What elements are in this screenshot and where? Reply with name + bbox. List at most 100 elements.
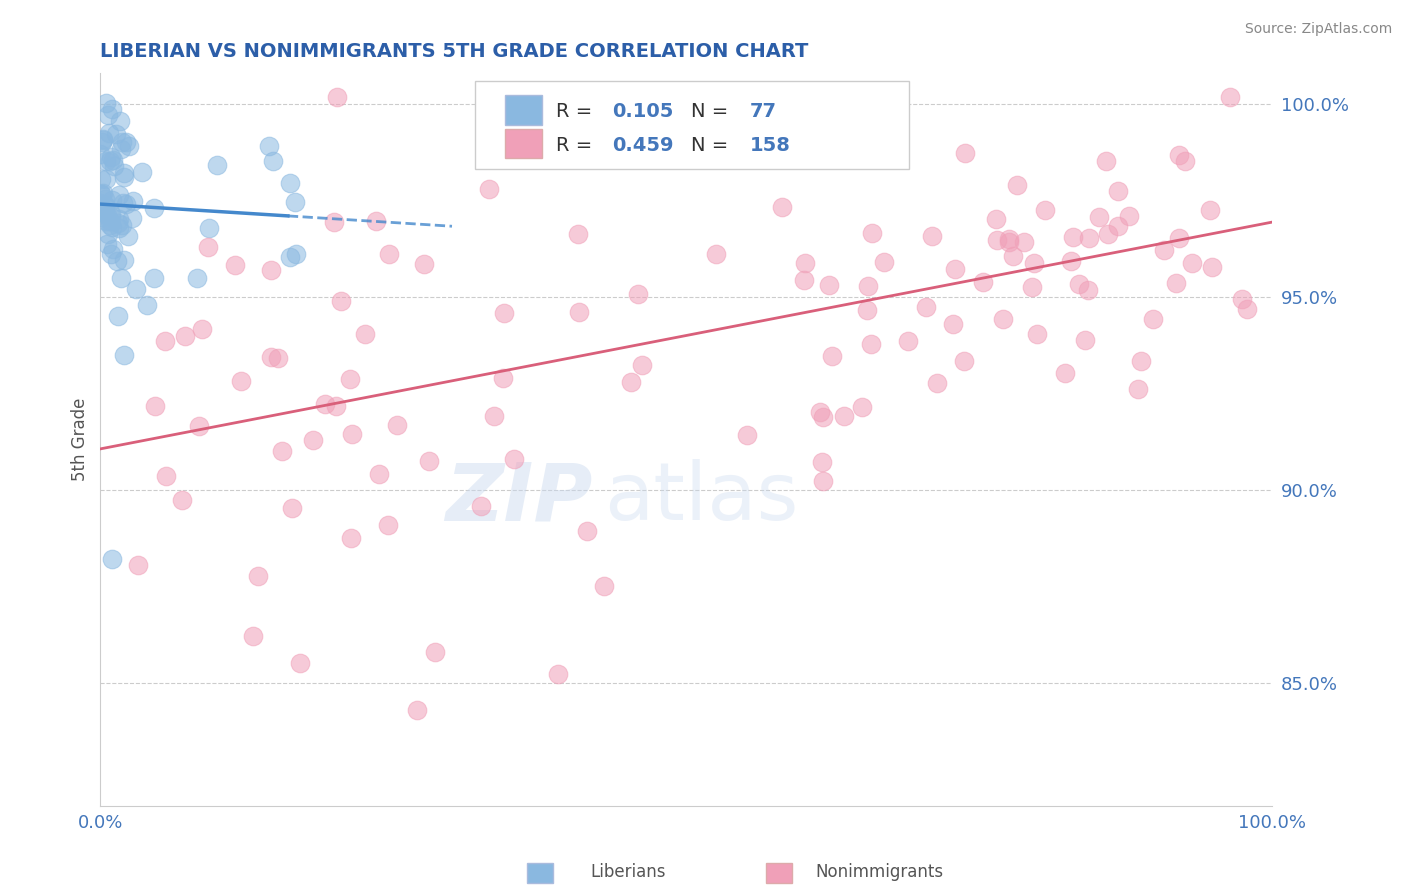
Point	[377, 517, 399, 532]
Point	[89, 196, 111, 211]
Point	[342, 426, 364, 441]
Point	[1174, 153, 1197, 168]
Point	[108, 212, 131, 227]
Point	[98, 214, 121, 228]
Point	[832, 409, 855, 424]
Point	[482, 409, 505, 423]
Point	[197, 240, 219, 254]
Point	[1107, 219, 1129, 234]
Point	[131, 165, 153, 179]
Point	[260, 263, 283, 277]
Text: N =: N =	[692, 136, 734, 154]
Point	[339, 372, 361, 386]
Point	[101, 194, 124, 208]
Point	[627, 286, 650, 301]
Point	[567, 227, 589, 241]
Point	[1097, 227, 1119, 242]
Point	[124, 282, 146, 296]
Point	[143, 399, 166, 413]
Point	[1078, 231, 1101, 245]
Point	[270, 444, 292, 458]
Point	[257, 138, 280, 153]
Point	[94, 172, 117, 186]
Point	[1024, 255, 1046, 269]
Point	[91, 204, 114, 219]
Text: 77: 77	[749, 102, 776, 121]
Point	[1060, 253, 1083, 268]
Point	[112, 253, 135, 268]
Point	[186, 270, 208, 285]
Point	[1219, 89, 1241, 103]
Point	[224, 258, 246, 272]
Point	[547, 666, 569, 681]
Text: Liberians: Liberians	[591, 863, 666, 881]
Point	[1062, 230, 1084, 244]
Point	[367, 467, 389, 482]
Point	[1076, 283, 1098, 297]
Point	[242, 629, 264, 643]
Point	[494, 306, 516, 320]
Point	[593, 579, 616, 593]
Point	[325, 399, 347, 413]
Point	[793, 273, 815, 287]
Point	[108, 221, 131, 235]
Text: 0.459: 0.459	[613, 136, 673, 154]
Point	[173, 328, 195, 343]
Point	[89, 147, 111, 161]
Point	[115, 135, 138, 149]
Point	[1026, 327, 1049, 342]
Point	[101, 243, 124, 257]
Point	[91, 132, 114, 146]
Point	[1126, 382, 1149, 396]
Point	[285, 246, 308, 260]
Point	[921, 228, 943, 243]
Point	[1095, 154, 1118, 169]
Point	[101, 552, 124, 566]
Point	[1021, 280, 1043, 294]
Point	[143, 201, 166, 215]
Text: atlas: atlas	[605, 459, 799, 537]
Point	[288, 657, 311, 671]
Point	[170, 492, 193, 507]
Point	[111, 135, 134, 149]
Point	[942, 318, 965, 332]
Point	[284, 195, 307, 210]
Point	[281, 501, 304, 516]
Point	[1164, 277, 1187, 291]
Point	[1167, 231, 1189, 245]
Point	[364, 214, 387, 228]
Point	[278, 176, 301, 190]
Point	[502, 451, 524, 466]
Point	[97, 108, 120, 122]
Point	[100, 206, 122, 220]
Point	[330, 294, 353, 309]
Point	[247, 568, 270, 582]
Point	[267, 351, 290, 365]
Point	[100, 247, 122, 261]
Point	[91, 204, 114, 219]
Text: LIBERIAN VS NONIMMIGRANTS 5TH GRADE CORRELATION CHART: LIBERIAN VS NONIMMIGRANTS 5TH GRADE CORR…	[100, 42, 808, 61]
Point	[492, 371, 515, 385]
Point	[955, 146, 977, 161]
Point	[405, 703, 427, 717]
Text: R =: R =	[557, 136, 599, 154]
Point	[993, 312, 1015, 326]
Point	[96, 236, 118, 251]
Point	[1198, 203, 1220, 218]
Point	[93, 186, 115, 201]
Text: ZIP: ZIP	[446, 459, 593, 537]
Point	[845, 108, 868, 122]
Point	[1236, 302, 1258, 317]
Point	[322, 215, 344, 229]
Point	[90, 171, 112, 186]
Text: Nonimmigrants: Nonimmigrants	[815, 863, 943, 881]
Point	[385, 418, 408, 433]
Point	[112, 166, 135, 180]
Point	[811, 455, 834, 469]
Point	[325, 89, 347, 103]
FancyBboxPatch shape	[475, 81, 910, 169]
Point	[94, 154, 117, 169]
Point	[418, 454, 440, 468]
Point	[925, 376, 948, 390]
Point	[813, 474, 835, 488]
